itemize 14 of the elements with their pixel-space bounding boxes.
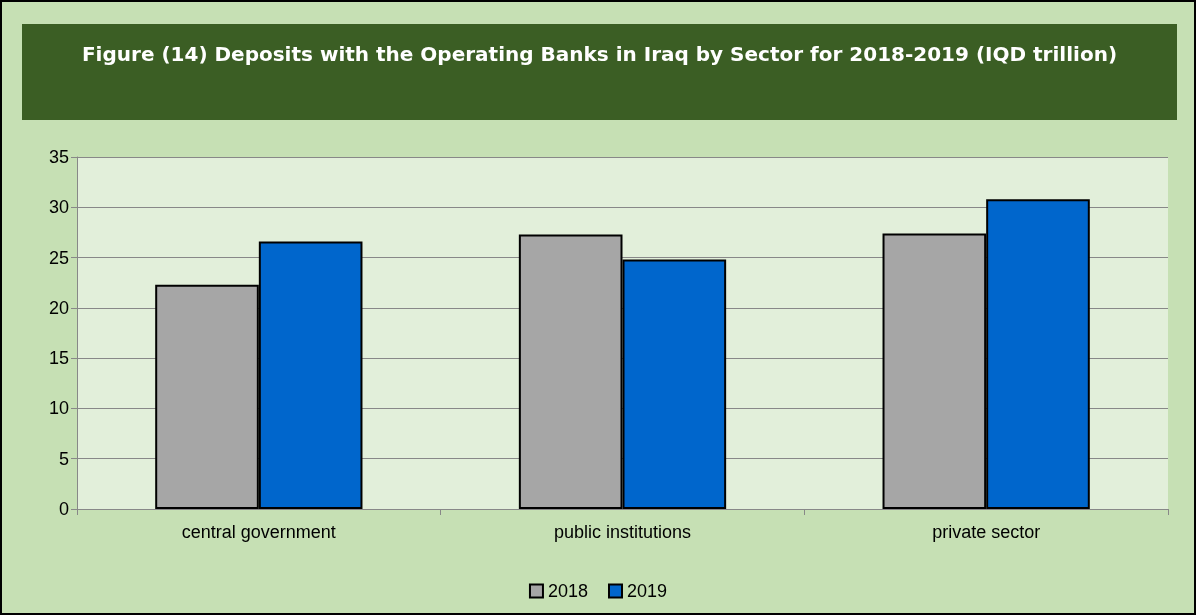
y-tick-label: 0 [58,499,69,519]
chart-title: Figure (14) Deposits with the Operating Banks in Iraq by Sector for 2018-2019 (IQD trillion) [22,24,1177,120]
x-tick-label: private sector [932,522,1041,542]
x-tick-label: central government [181,522,336,542]
y-tick-label: 30 [48,197,69,218]
legend-label: 2018 [547,581,588,601]
y-tick-label: 20 [48,297,69,318]
y-tick-label: 25 [48,247,69,268]
x-tick-label: public institutions [553,522,692,542]
y-tick-label: 35 [48,147,69,167]
y-tick-label: 15 [48,348,69,369]
y-tick-label: 5 [58,448,69,469]
legend-label: 2019 [627,581,668,601]
y-tick-label: 10 [48,398,69,419]
